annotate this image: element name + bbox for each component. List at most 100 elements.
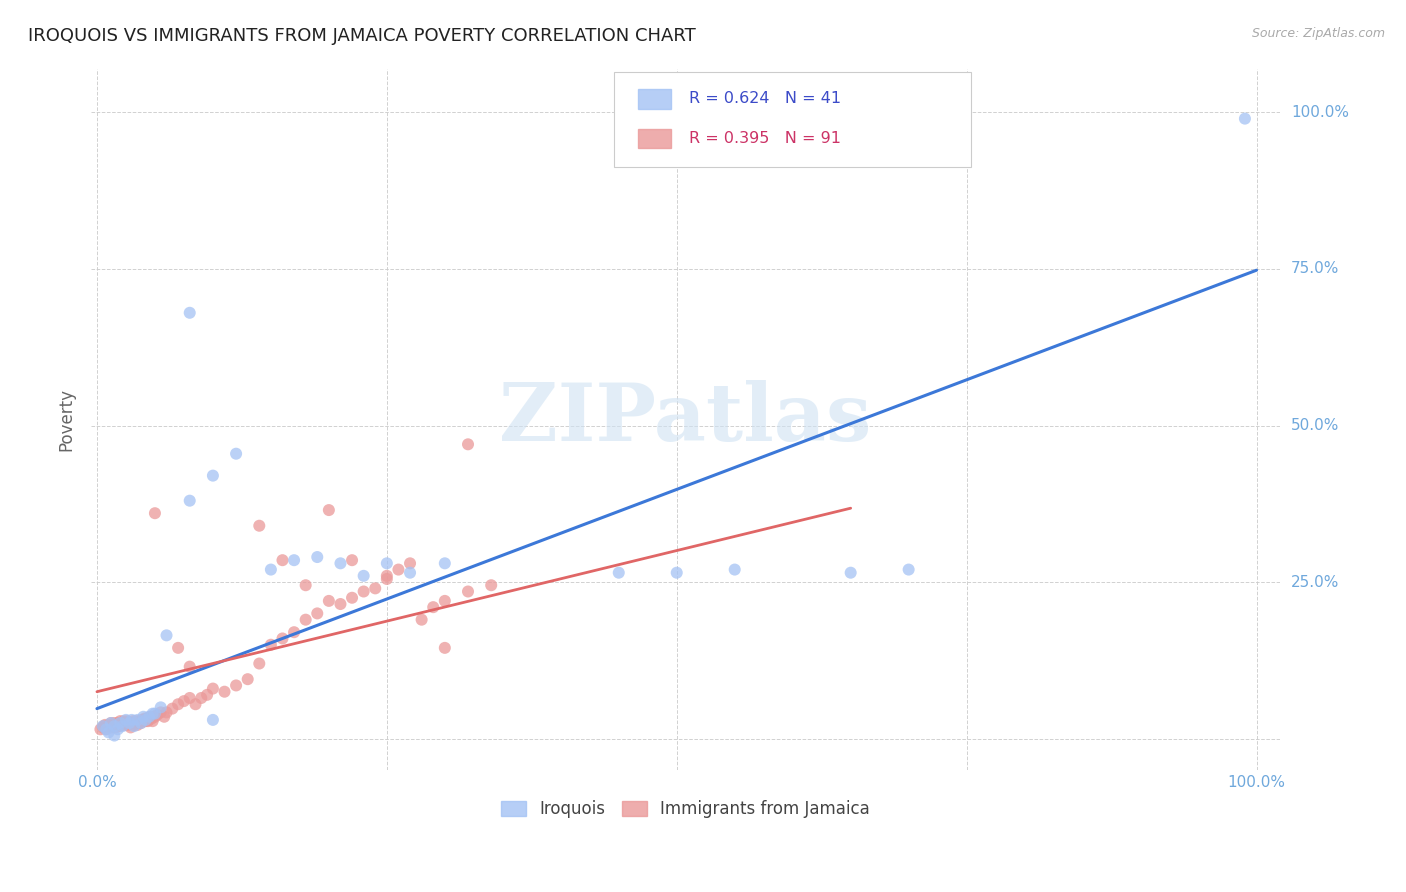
Point: [112, 714, 135, 728]
Point: [122, 714, 145, 728]
Point: [399, 557, 422, 571]
Point: [179, 690, 201, 705]
Point: [108, 719, 131, 733]
Point: [387, 563, 409, 577]
Point: [135, 714, 157, 728]
Point: [114, 718, 136, 732]
Point: [129, 716, 152, 731]
Point: [138, 710, 160, 724]
Point: [129, 716, 152, 731]
Point: [131, 713, 153, 727]
Point: [201, 713, 224, 727]
Point: [91, 720, 114, 734]
Point: [103, 719, 125, 733]
Point: [128, 714, 150, 728]
Point: [184, 698, 207, 712]
Point: [665, 566, 688, 580]
Point: [142, 706, 165, 721]
Point: [100, 716, 122, 731]
Point: [179, 493, 201, 508]
Text: ZIPatlas: ZIPatlas: [499, 380, 872, 458]
Point: [307, 607, 329, 621]
Point: [247, 657, 270, 671]
Point: [122, 719, 145, 733]
Point: [318, 503, 340, 517]
Point: [155, 706, 177, 720]
Point: [179, 659, 201, 673]
Point: [839, 566, 862, 580]
Point: [143, 710, 166, 724]
Point: [118, 716, 141, 731]
Point: [134, 712, 156, 726]
Point: [103, 719, 125, 733]
Point: [115, 716, 138, 731]
Point: [153, 710, 176, 724]
Point: [457, 584, 479, 599]
Point: [105, 718, 128, 732]
Point: [179, 306, 201, 320]
Point: [132, 710, 155, 724]
Point: [353, 569, 375, 583]
Point: [107, 716, 129, 731]
Point: [127, 718, 149, 732]
Point: [94, 718, 117, 732]
Point: [260, 638, 283, 652]
Point: [135, 713, 157, 727]
Point: [135, 712, 157, 726]
Text: 75.0%: 75.0%: [1291, 261, 1339, 277]
Point: [98, 718, 121, 732]
Point: [103, 729, 125, 743]
Point: [173, 694, 195, 708]
Point: [93, 719, 115, 733]
Point: [142, 714, 165, 728]
Point: [136, 714, 159, 728]
Point: [110, 718, 132, 732]
Point: [149, 700, 172, 714]
Point: [214, 684, 236, 698]
Point: [138, 712, 160, 726]
Point: [121, 716, 143, 731]
Point: [329, 557, 352, 571]
Bar: [638, 89, 671, 109]
Point: [162, 701, 184, 715]
Point: [167, 640, 190, 655]
Point: [201, 468, 224, 483]
Point: [146, 707, 169, 722]
Point: [340, 553, 363, 567]
Bar: [638, 128, 671, 148]
Point: [125, 714, 148, 728]
Point: [97, 725, 120, 739]
Point: [724, 563, 747, 577]
Point: [104, 720, 127, 734]
Point: [271, 553, 294, 567]
Point: [108, 714, 131, 728]
Point: [283, 553, 305, 567]
Point: [236, 672, 259, 686]
Point: [225, 678, 247, 692]
Text: Source: ZipAtlas.com: Source: ZipAtlas.com: [1251, 27, 1385, 40]
Point: [340, 591, 363, 605]
Point: [607, 566, 630, 580]
Point: [479, 578, 502, 592]
Text: IROQUOIS VS IMMIGRANTS FROM JAMAICA POVERTY CORRELATION CHART: IROQUOIS VS IMMIGRANTS FROM JAMAICA POVE…: [28, 27, 696, 45]
Point: [283, 625, 305, 640]
Point: [433, 594, 456, 608]
Point: [294, 613, 316, 627]
Point: [167, 698, 190, 712]
Point: [411, 613, 433, 627]
Point: [149, 706, 172, 720]
Point: [329, 597, 352, 611]
Point: [422, 600, 444, 615]
Point: [124, 716, 146, 731]
Text: 100.0%: 100.0%: [1291, 105, 1348, 120]
Point: [271, 632, 294, 646]
Point: [89, 723, 111, 737]
Point: [897, 563, 920, 577]
Point: [141, 712, 163, 726]
Point: [128, 716, 150, 731]
Point: [318, 594, 340, 608]
Point: [294, 578, 316, 592]
Point: [122, 718, 145, 732]
Point: [96, 723, 118, 737]
Point: [139, 710, 162, 724]
